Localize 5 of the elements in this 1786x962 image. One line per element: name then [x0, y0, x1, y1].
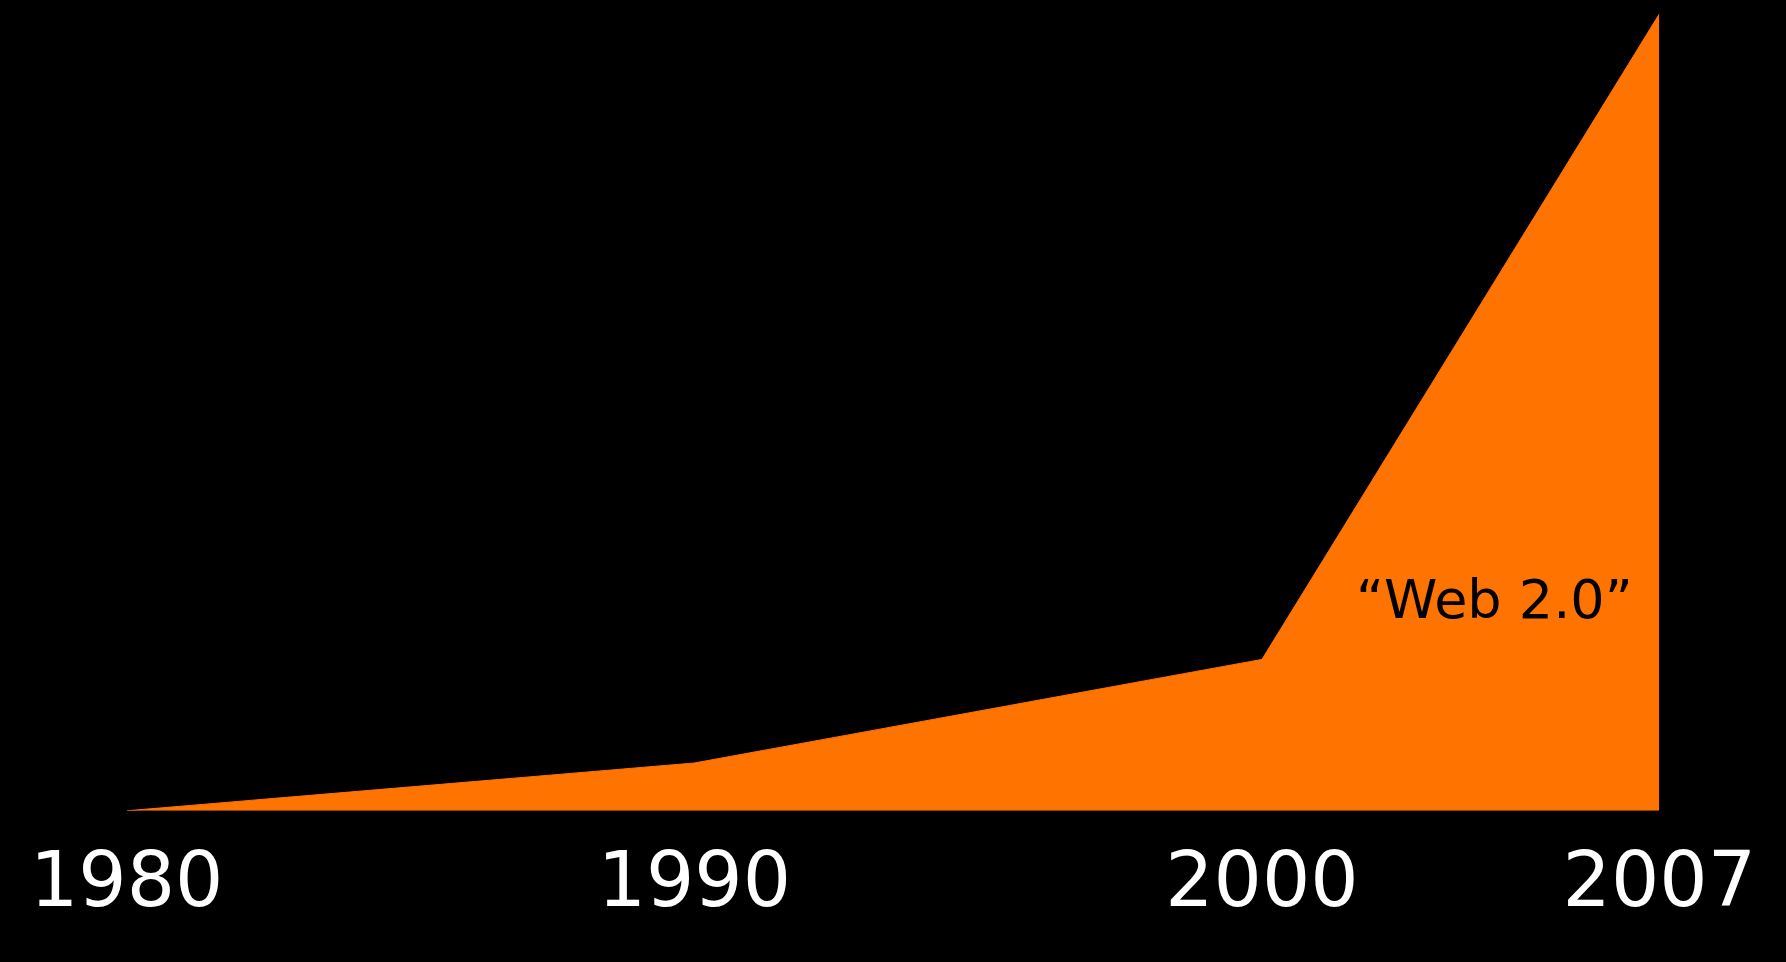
- x-tick-label: 1980: [30, 835, 224, 925]
- x-tick-label: 2000: [1165, 835, 1359, 925]
- x-tick-label: 1990: [597, 835, 792, 925]
- annotation: “Web 2.0”: [1355, 567, 1633, 631]
- x-tick-label: 2007: [1562, 835, 1756, 925]
